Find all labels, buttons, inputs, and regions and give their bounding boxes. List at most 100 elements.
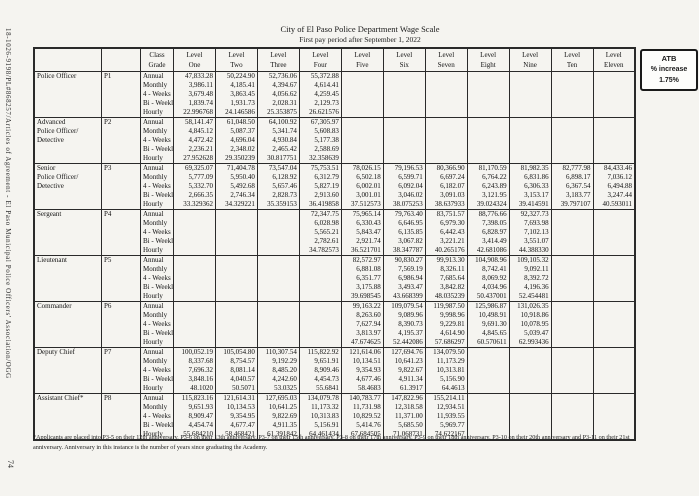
period-label: Annual xyxy=(140,71,174,81)
rank-label: Deputy Chief xyxy=(33,347,102,394)
wage-cell: 121,614.06 xyxy=(340,347,384,357)
wage-row: Monthly 3,986.11 4,185.41 4,394.67 4,614.41 xyxy=(34,81,636,90)
wage-cell: 6,442.43 xyxy=(424,228,468,237)
wage-row: Bi - Weekly 2,782.61 2,921.74 3,067.82 3,221… xyxy=(34,237,636,246)
wage-cell: 8,069.92 xyxy=(466,274,510,283)
wage-cell xyxy=(382,127,426,136)
wage-cell xyxy=(550,90,594,99)
wage-cell: 71,404.78 xyxy=(214,163,258,173)
period-label: 4 - Weeks xyxy=(140,182,174,191)
wage-cell xyxy=(173,265,216,274)
wage-cell: 9,229.81 xyxy=(424,320,468,329)
wage-cell: 3,067.82 xyxy=(382,237,426,246)
wage-cell: 52.442086 xyxy=(382,338,426,348)
wage-cell xyxy=(214,274,258,283)
wage-cell xyxy=(340,81,384,90)
wage-cell: 3,863.45 xyxy=(214,90,258,99)
wage-cell: 7,696.32 xyxy=(173,366,216,375)
footnote-text: *Applicants are placed into P3-5 on thei… xyxy=(33,434,630,451)
wage-cell xyxy=(550,246,594,256)
wage-cell xyxy=(466,403,510,412)
wage-cell: 50,224.90 xyxy=(214,71,258,81)
wage-cell xyxy=(592,311,636,320)
wage-row: Monthly 5,777.09 5,950.40 6,128.92 6,312.79 6… xyxy=(34,173,636,182)
wage-cell xyxy=(466,421,510,430)
wage-cell: 33.329362 xyxy=(173,200,216,210)
wage-cell: 134,079.78 xyxy=(298,393,342,403)
wage-row: Hourly 22.996768 24.146586 25.353875 26.6215… xyxy=(34,108,636,118)
wage-cell: 6,135.85 xyxy=(382,228,426,237)
wage-cell xyxy=(592,292,636,302)
wage-cell xyxy=(424,71,468,81)
wage-cell: 4,845.65 xyxy=(466,329,510,338)
wage-table-body: Police Officer P1 Annual 47,833.28 50,224.90… xyxy=(33,71,636,440)
wage-row: Monthly 8,337.68 8,754.57 9,192.29 9,651.91 1… xyxy=(34,357,636,366)
wage-cell: 4,454.74 xyxy=(173,421,216,430)
wage-row: Monthly 9,651.93 10,134.53 10,641.25 11,173.… xyxy=(34,403,636,412)
wage-cell xyxy=(508,403,552,412)
wage-cell: 2,921.74 xyxy=(340,237,384,246)
wage-cell: 40.265176 xyxy=(424,246,468,256)
wage-cell: 110,307.54 xyxy=(256,347,300,357)
rank-column-header xyxy=(33,47,102,72)
wage-cell: 11,371.00 xyxy=(382,412,426,421)
wage-row: Hourly 27.952628 29.350239 30.817751 32.3586… xyxy=(34,154,636,164)
wage-cell xyxy=(550,375,594,384)
wage-cell xyxy=(592,228,636,237)
wage-cell: 64.4613 xyxy=(424,384,468,394)
wage-row: 4 - Weeks 5,565.21 5,843.47 6,135.85 6,442.4… xyxy=(34,228,636,237)
wage-cell xyxy=(382,117,426,127)
wage-cell: 6,128.92 xyxy=(256,173,300,182)
wage-cell xyxy=(214,329,258,338)
wage-cell: 4,242.60 xyxy=(256,375,300,384)
wage-cell xyxy=(550,403,594,412)
period-label: Annual xyxy=(140,255,174,265)
wage-cell: 6,002.01 xyxy=(340,182,384,191)
wage-cell xyxy=(592,283,636,292)
wage-cell xyxy=(592,237,636,246)
wage-cell: 4,845.12 xyxy=(173,127,216,136)
period-column-header xyxy=(101,47,141,72)
wage-cell: 5,969.77 xyxy=(424,421,468,430)
wage-cell: 83,751.57 xyxy=(424,209,468,219)
atb-value: 1.75% xyxy=(659,77,679,84)
wage-cell: 8,263.60 xyxy=(340,311,384,320)
wage-cell xyxy=(592,320,636,329)
wage-cell: 9,192.29 xyxy=(256,357,300,366)
period-label: 4 - Weeks xyxy=(140,90,174,99)
wage-cell xyxy=(592,117,636,127)
wage-cell: 7,693.98 xyxy=(508,219,552,228)
wage-cell xyxy=(214,246,258,256)
wage-cell xyxy=(173,301,216,311)
document-title: City of El Paso Police Department Wage S… xyxy=(280,24,440,34)
wage-cell xyxy=(592,219,636,228)
wage-cell xyxy=(550,412,594,421)
wage-cell: 7,036.12 xyxy=(592,173,636,182)
wage-cell: 39.797107 xyxy=(550,200,594,210)
wage-cell: 140,783.77 xyxy=(340,393,384,403)
wage-cell: 75,965.14 xyxy=(340,209,384,219)
wage-cell: 57.686297 xyxy=(424,338,468,348)
wage-cell: 127,694.76 xyxy=(382,347,426,357)
class-grade-value: P4 xyxy=(101,209,141,256)
wage-cell xyxy=(298,338,342,348)
wage-cell xyxy=(173,255,216,265)
wage-cell: 38.075253 xyxy=(382,200,426,210)
wage-cell xyxy=(592,329,636,338)
wage-cell: 36.419858 xyxy=(298,200,342,210)
wage-cell: 73,547.04 xyxy=(256,163,300,173)
wage-cell xyxy=(214,301,258,311)
wage-cell: 9,691.30 xyxy=(466,320,510,329)
wage-cell: 99,913.30 xyxy=(424,255,468,265)
period-label: Hourly xyxy=(140,246,174,256)
wage-cell xyxy=(466,71,510,81)
wage-cell xyxy=(298,320,342,329)
wage-cell: 38.347787 xyxy=(382,246,426,256)
wage-cell: 5,827.19 xyxy=(298,182,342,191)
wage-cell xyxy=(256,311,300,320)
wage-cell: 10,918.86 xyxy=(508,311,552,320)
wage-cell xyxy=(298,311,342,320)
wage-cell xyxy=(592,403,636,412)
period-label: Hourly xyxy=(140,338,174,348)
period-label: Bi - Weekly xyxy=(140,283,174,292)
